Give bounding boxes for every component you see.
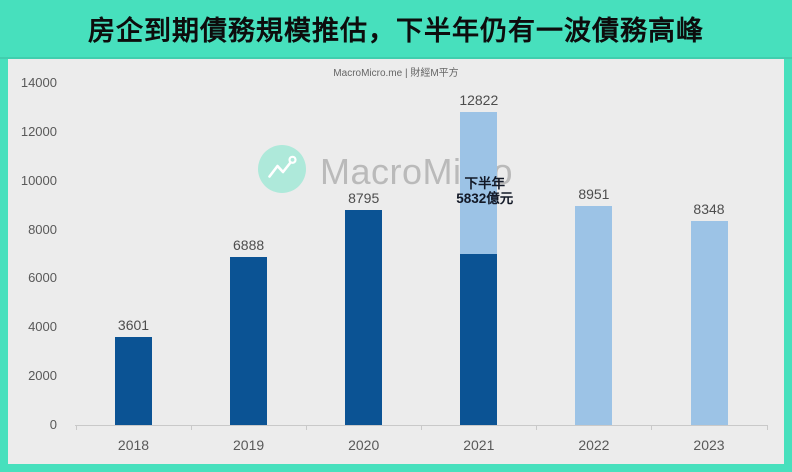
x-axis-tick	[536, 425, 538, 430]
bar-value-label: 3601	[117, 317, 150, 334]
x-axis-category-label: 2019	[233, 437, 265, 453]
x-axis-tick	[651, 425, 653, 430]
bar-segment-2018-dark	[115, 337, 152, 425]
x-axis-tick	[191, 425, 193, 430]
y-axis-tick-label: 10000	[20, 172, 57, 188]
bar-segment-2023-light	[690, 221, 728, 425]
source-line: MacroMicro.me | 財經M平方	[333, 68, 459, 79]
bar-value-label: 8951	[578, 186, 610, 203]
bar-segment-2021-dark	[460, 254, 498, 425]
bar-value-label: 6888	[233, 236, 265, 253]
x-axis-category-label: 2022	[578, 437, 610, 453]
x-axis-category-label: 2020	[348, 437, 380, 453]
y-axis-tick-label: 8000	[28, 221, 57, 237]
bar-annotation: 下半年 5832億元	[430, 176, 540, 206]
bar-segment-2019-dark	[230, 256, 268, 425]
y-axis-tick-label: 2000	[28, 368, 57, 384]
x-axis-line	[75, 425, 767, 426]
y-axis-tick-label: 12000	[20, 123, 57, 139]
bar-segment-2020-dark	[345, 210, 383, 425]
y-axis-tick-label: 6000	[28, 270, 57, 286]
x-axis-category-label: 2023	[693, 437, 725, 453]
bar-value-label: 12822	[459, 91, 499, 108]
chart-panel: MacroMicro.me | 財經M平方 MacroMicro 0 2000 40…	[8, 59, 784, 464]
x-axis-tick	[75, 425, 77, 430]
bar-value-label: 8348	[693, 201, 725, 218]
bar-segment-2021-light	[460, 111, 498, 255]
x-axis-tick	[306, 425, 308, 430]
x-axis-category-label: 2018	[117, 437, 150, 453]
bar-annotation-line: 下半年	[464, 175, 506, 191]
x-axis-category-label: 2021	[463, 437, 495, 453]
chart-title: 房企到期債務規模推估，下半年仍有一波債務高峰	[88, 16, 704, 46]
plot-area: 0 2000 4000 6000 8000 10000 12000 14000 3601 2018…	[8, 59, 784, 464]
x-axis-tick	[421, 425, 423, 430]
y-axis-tick-label: 0	[49, 417, 57, 432]
y-axis-tick-label: 4000	[28, 319, 57, 335]
title-band: 房企到期債務規模推估，下半年仍有一波債務高峰	[0, 0, 792, 59]
bar-annotation-line: 5832億元	[456, 190, 514, 206]
bar-value-label: 8795	[348, 190, 380, 207]
y-axis-tick-label: 14000	[20, 75, 57, 90]
bar-segment-2022-light	[575, 206, 613, 425]
x-axis-tick	[766, 425, 768, 430]
